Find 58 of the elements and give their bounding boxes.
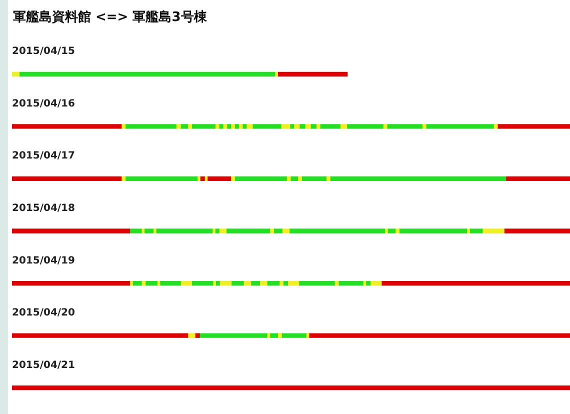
bar [493,124,498,129]
bar [301,176,326,182]
bar [187,333,196,338]
bar [218,124,224,129]
bar [310,124,316,129]
bar [290,124,294,129]
bar [382,124,388,129]
bar [426,124,494,129]
bar [287,280,300,286]
bar [304,124,311,129]
bar [497,124,570,129]
bar [187,124,192,129]
bar [12,386,570,390]
bar [338,280,364,286]
bar [298,280,335,286]
bar [132,280,142,286]
bar [12,280,130,286]
bar [176,124,181,129]
bar [386,124,422,129]
bar [316,124,320,129]
bar [12,228,130,234]
bar [330,176,506,182]
bar [230,280,244,286]
bar [219,280,232,286]
bar [214,124,220,129]
bar [180,280,192,286]
bar [12,333,188,338]
y-tick-label: 2015/04/18 [12,203,76,214]
y-tick-label: 2015/04/19 [12,255,76,266]
bar [293,124,300,129]
y-tick-label: 2015/04/17 [12,150,76,162]
bar [266,280,280,286]
bar [191,280,214,286]
y-tick-label: 2015/04/21 [12,360,76,371]
bar [246,124,253,129]
bar [124,176,198,182]
bar [422,124,426,129]
bar [320,124,340,129]
text: 軍艦島資料館 <=> 軍艦島3号棟 [13,9,207,26]
bar [121,124,126,129]
bar [370,280,382,286]
bar [124,124,176,129]
bar [299,124,306,129]
bar [230,124,235,129]
y-tick-label: 2015/04/15 [12,46,76,58]
bar [259,280,268,286]
y-tick-label: 2015/04/16 [12,98,76,110]
bar [226,124,232,129]
bar [238,124,243,129]
bar [250,280,260,286]
bar [12,176,122,182]
bar [234,176,287,182]
y-tick-label: 2015/04/20 [12,308,76,319]
bar [280,124,290,129]
bar [252,124,282,129]
bar [234,124,239,129]
bar [12,124,122,129]
bar [340,124,348,129]
